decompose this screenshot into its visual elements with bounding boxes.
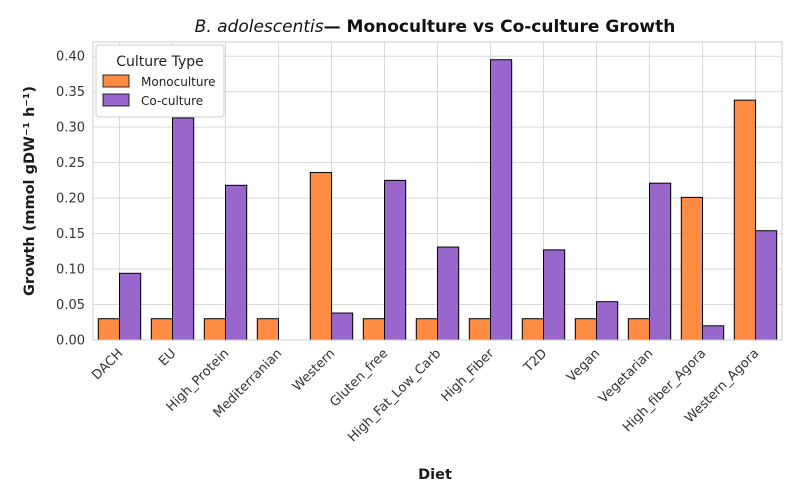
bar-coculture-vegan (596, 301, 619, 341)
bar-monoculture-western (309, 172, 332, 341)
y-tick-label: 0.05 (56, 298, 85, 313)
chart-title: B. adolescentis— Monoculture vs Co-cultu… (195, 17, 676, 37)
y-tick-label: 0.35 (56, 85, 85, 100)
y-tick-label: 0.20 (56, 192, 85, 207)
x-tick-label: Vegan (564, 346, 603, 385)
x-tick-label: High_Fiber (439, 346, 498, 405)
bar-monoculture-vegetarian (627, 318, 650, 341)
x-axis-title: Diet (418, 467, 452, 483)
plot-frame (92, 41, 783, 341)
bar-coculture-t2d (543, 249, 566, 341)
x-tick-label: EU (156, 346, 179, 369)
x-tick-label: DACH (89, 346, 126, 383)
legend-swatch-coculture (102, 93, 130, 107)
bar-coculture-western-agora (755, 230, 778, 341)
legend-label-coculture: Co-culture (141, 94, 203, 108)
x-tick-label: High_Fat_Low_Carb (345, 346, 444, 445)
legend-label-monoculture: Monoculture (141, 75, 216, 89)
y-tick-label: 0.10 (56, 263, 85, 278)
x-tick-label: Western (290, 346, 338, 394)
y-axis-title: Growth (mmol gDW⁻¹ h⁻¹) (22, 86, 38, 296)
bar-monoculture-high-fat-low-carb (415, 318, 438, 341)
bar-monoculture-eu (150, 318, 174, 341)
bar-coculture-vegetarian (649, 182, 672, 341)
bar-monoculture-t2d (521, 318, 544, 341)
legend-title: Culture Type (116, 54, 204, 70)
chart-title-species: B. adolescentis (195, 17, 324, 37)
bar-monoculture-high-fiber (468, 318, 491, 341)
bar-coculture-high-fat-low-carb (437, 246, 460, 341)
y-tick-label: 0.30 (56, 121, 85, 136)
bar-monoculture-mediterranian (256, 318, 279, 341)
bar-coculture-high-fiber (490, 59, 513, 341)
y-tick-label: 0.40 (56, 50, 85, 65)
bar-coculture-eu (172, 117, 195, 341)
bar-coculture-dach (119, 272, 142, 341)
y-tick-label: 0.00 (56, 334, 85, 349)
bar-coculture-western (331, 312, 354, 341)
bar-monoculture-high-protein (203, 318, 227, 341)
legend-swatch-monoculture (102, 74, 130, 88)
bar-monoculture-vegan (574, 318, 597, 341)
bar-monoculture-high-fiber-agora (680, 196, 703, 341)
bar-coculture-high-protein (225, 184, 248, 341)
bars (97, 59, 778, 341)
bar-coculture-high-fiber-agora (702, 325, 725, 341)
y-tick-label: 0.25 (56, 156, 85, 171)
y-tick-labels: 0.00 0.05 0.10 0.15 0.20 0.25 0.30 0.35 0.40 (56, 50, 85, 349)
bar-monoculture-dach (97, 318, 121, 341)
bar-monoculture-gluten-free (362, 318, 385, 341)
bar-monoculture-western-agora (733, 99, 756, 341)
chart-title-rest: — Monoculture vs Co-culture Growth (324, 17, 676, 37)
legend: Culture Type Monoculture Co-culture (95, 44, 225, 118)
bar-coculture-gluten-free (384, 179, 407, 341)
y-tick-label: 0.15 (56, 227, 85, 242)
x-tick-label: T2D (520, 346, 550, 376)
